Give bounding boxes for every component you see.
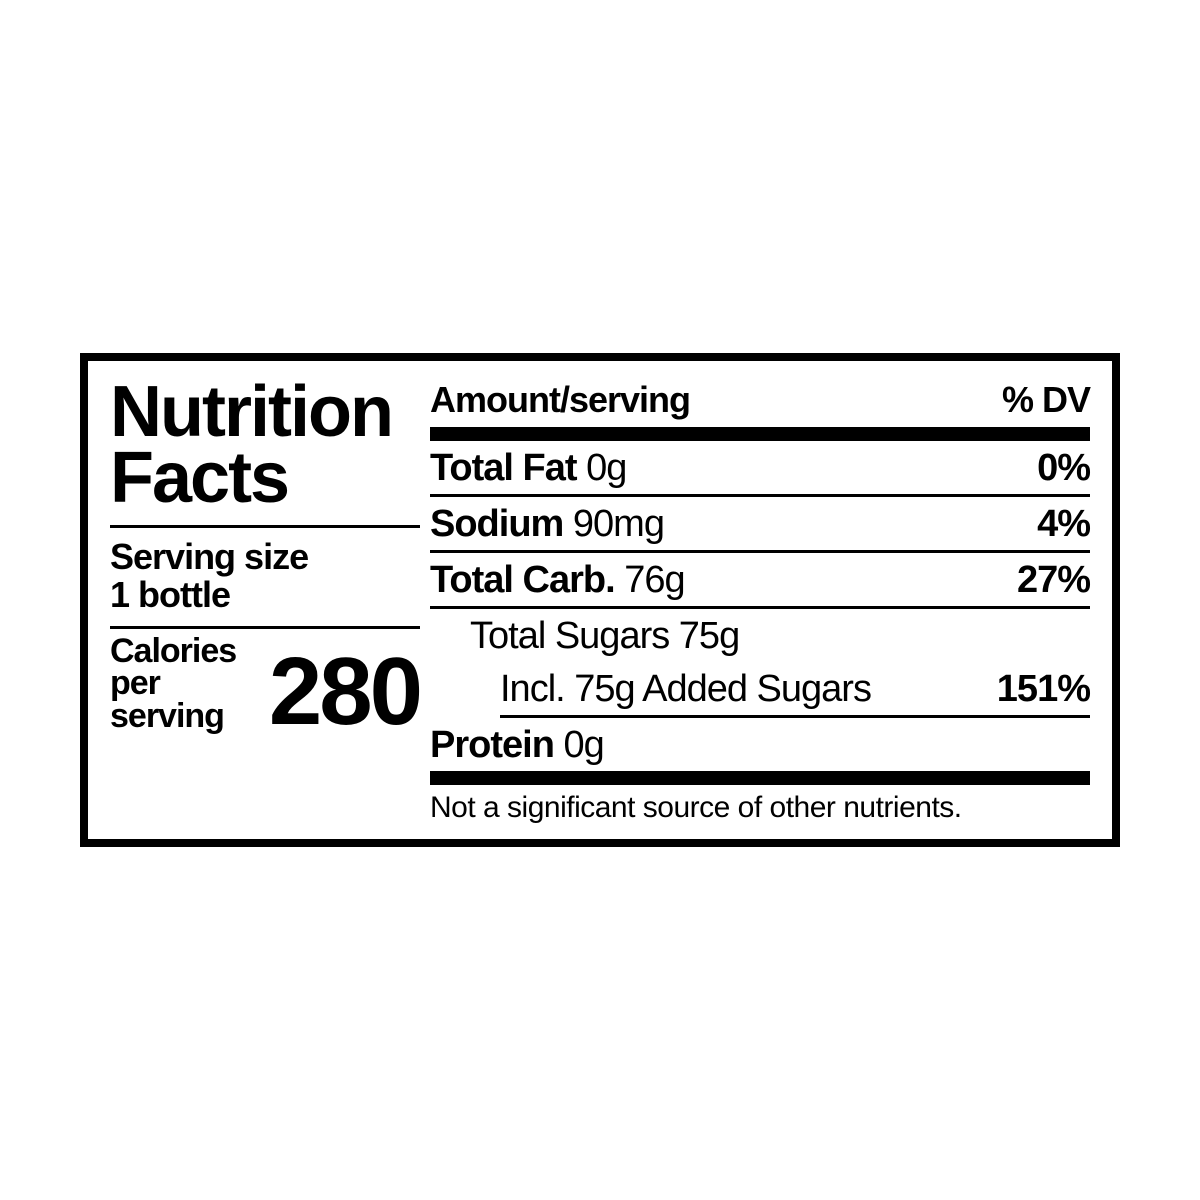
row-sodium: Sodium 90mg 4%: [430, 497, 1090, 553]
serving-size: Serving size 1 bottle: [110, 538, 420, 614]
nutrient-name: Protein 0g: [430, 724, 604, 767]
nutrient-dv: 27%: [1017, 559, 1090, 602]
nutrient-dv: 4%: [1037, 503, 1090, 546]
header-dv: % DV: [1002, 379, 1090, 421]
nutrient-name: Total Carb. 76g: [430, 559, 685, 602]
title-line2: Facts: [110, 438, 288, 518]
thick-divider: [430, 427, 1090, 441]
right-panel: Amount/serving % DV Total Fat 0g 0% Sodi…: [430, 379, 1090, 825]
serving-value: 1 bottle: [110, 574, 230, 615]
title: Nutrition Facts: [110, 379, 420, 511]
nutrient-name: Sodium 90mg: [430, 503, 664, 546]
calories-row: Calories per serving 280: [110, 635, 420, 732]
nutrient-name: Incl. 75g Added Sugars: [500, 668, 871, 711]
serving-label: Serving size: [110, 536, 308, 577]
calories-label: Calories per serving: [110, 635, 253, 732]
calories-label-line2: per serving: [110, 664, 224, 734]
calories-value: 280: [269, 653, 420, 732]
row-total-carb: Total Carb. 76g 27%: [430, 553, 1090, 609]
nutrient-dv: 0%: [1037, 447, 1090, 490]
nutrient-dv: 151%: [997, 668, 1090, 711]
nutrient-name: Total Sugars 75g: [470, 615, 739, 658]
nutrient-name: Total Fat 0g: [430, 447, 626, 490]
header-amount: Amount/serving: [430, 379, 690, 421]
header-row: Amount/serving % DV: [430, 379, 1090, 427]
left-panel: Nutrition Facts Serving size 1 bottle Ca…: [110, 379, 430, 825]
row-added-sugars: Incl. 75g Added Sugars 151%: [500, 662, 1090, 718]
footnote: Not a significant source of other nutrie…: [430, 785, 1090, 825]
row-total-sugars: Total Sugars 75g: [430, 609, 1090, 662]
divider: [110, 525, 420, 528]
nutrition-facts-label: Nutrition Facts Serving size 1 bottle Ca…: [80, 353, 1120, 847]
thick-divider: [430, 771, 1090, 785]
row-protein: Protein 0g: [430, 718, 1090, 771]
divider: [110, 626, 420, 629]
row-total-fat: Total Fat 0g 0%: [430, 441, 1090, 497]
